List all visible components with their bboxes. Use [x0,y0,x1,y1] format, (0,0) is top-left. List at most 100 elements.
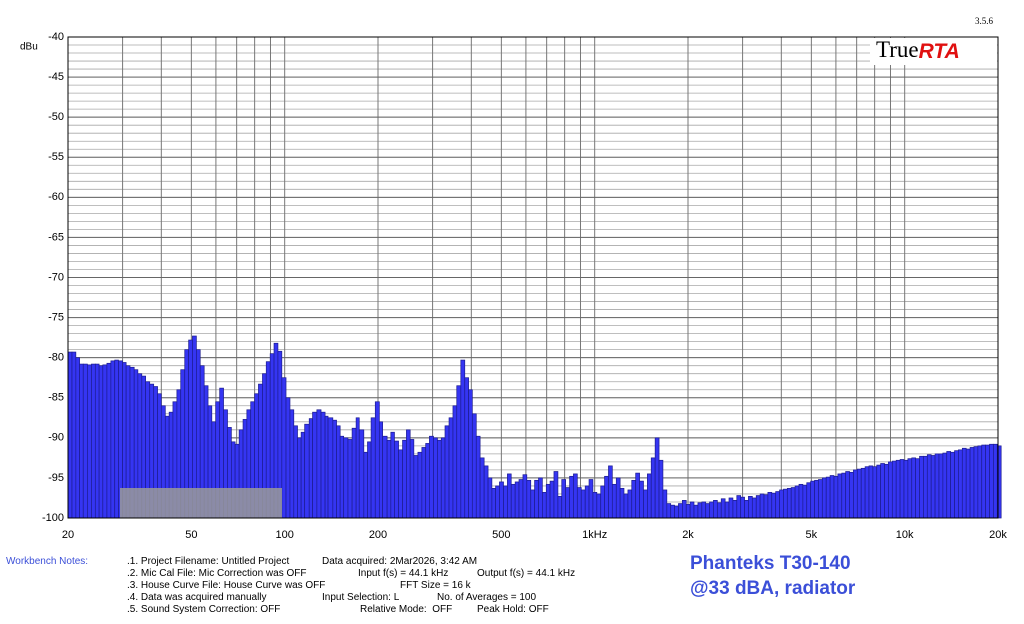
bar [911,457,916,519]
bar [923,455,928,519]
bar [300,431,306,519]
bar [705,503,710,519]
bar [106,362,112,519]
bar [965,448,971,519]
bar [456,385,462,519]
bar [557,496,563,519]
bar [888,461,893,519]
bar [981,444,986,519]
note: Relative Mode: OFF [360,604,453,615]
bar [864,466,870,519]
bar [499,481,504,519]
bar [308,418,313,519]
bar [775,491,780,519]
bar [351,427,357,519]
bar [592,491,598,519]
bar [487,477,493,519]
bar [409,439,415,519]
bar [837,473,843,519]
x-tick-label: 1kHz [582,529,607,541]
bar [666,503,672,519]
bar [810,480,815,519]
bar [829,475,835,519]
bar [950,451,955,519]
note: FFT Size = 16 k [400,580,471,591]
bar [946,451,951,519]
bar [374,401,380,519]
bar [406,429,411,519]
bar [701,501,707,519]
note: Input Selection: L [322,592,400,603]
bar [845,471,850,519]
chart: TrueRTA 3.5.6 dBu -40 -45 -50 -55 -60 -65 -70 -… [20,16,1007,541]
bar [794,485,800,519]
bar [942,452,948,519]
bar [674,505,679,519]
bar [934,453,940,519]
x-tick-label: 20k [989,529,1007,541]
bar [779,489,784,519]
bar [748,496,753,519]
bar [549,480,555,519]
bar [510,483,516,519]
x-tick-label: 500 [492,529,510,541]
bar [530,489,535,519]
bar [327,417,334,519]
bar [973,446,979,519]
bar [370,417,376,519]
bar [569,475,574,519]
bar [650,457,656,519]
bar [615,477,621,519]
bar [868,465,874,519]
bar [425,443,430,519]
bar [724,501,730,519]
bar [332,419,337,519]
y-tick-label: -55 [48,151,64,163]
bar [755,495,761,519]
bar [919,455,924,519]
bar [565,487,570,519]
bar [316,409,322,519]
bar [580,489,586,519]
bar [647,473,652,519]
bar [464,377,469,519]
bar [802,484,808,519]
watermark [120,488,282,518]
bar [841,472,847,519]
bar [856,468,862,519]
x-tick-label: 20 [62,529,74,541]
bar [740,496,745,519]
y-tick-label: -80 [48,352,64,364]
bar [938,453,944,519]
bar [91,363,96,519]
caption: @33 dBA, radiator [690,578,856,599]
bar [596,493,602,519]
bar [483,465,489,519]
bar [790,487,796,519]
bar [297,437,302,519]
bar [903,459,909,519]
bar [460,359,466,519]
bar [693,504,699,519]
bar [825,476,831,519]
bar [573,473,578,519]
bar [421,447,427,519]
note: Output f(s) = 44.1 kHz [477,568,576,579]
bar [320,411,326,519]
y-tick-label: -100 [42,512,64,524]
bar [522,474,528,519]
bar [437,439,442,519]
bar [386,439,392,519]
bar [363,451,368,519]
bar [619,487,625,519]
bar [433,437,438,519]
bar [538,477,543,519]
note: .5. Sound System Correction: OFF [127,604,281,615]
bar [915,458,920,519]
bar [542,491,547,519]
y-tick-label: -50 [48,111,64,123]
bar [600,485,605,519]
y-axis-label: dBu [20,42,38,53]
bar [662,489,668,519]
watermark-band [120,488,282,518]
